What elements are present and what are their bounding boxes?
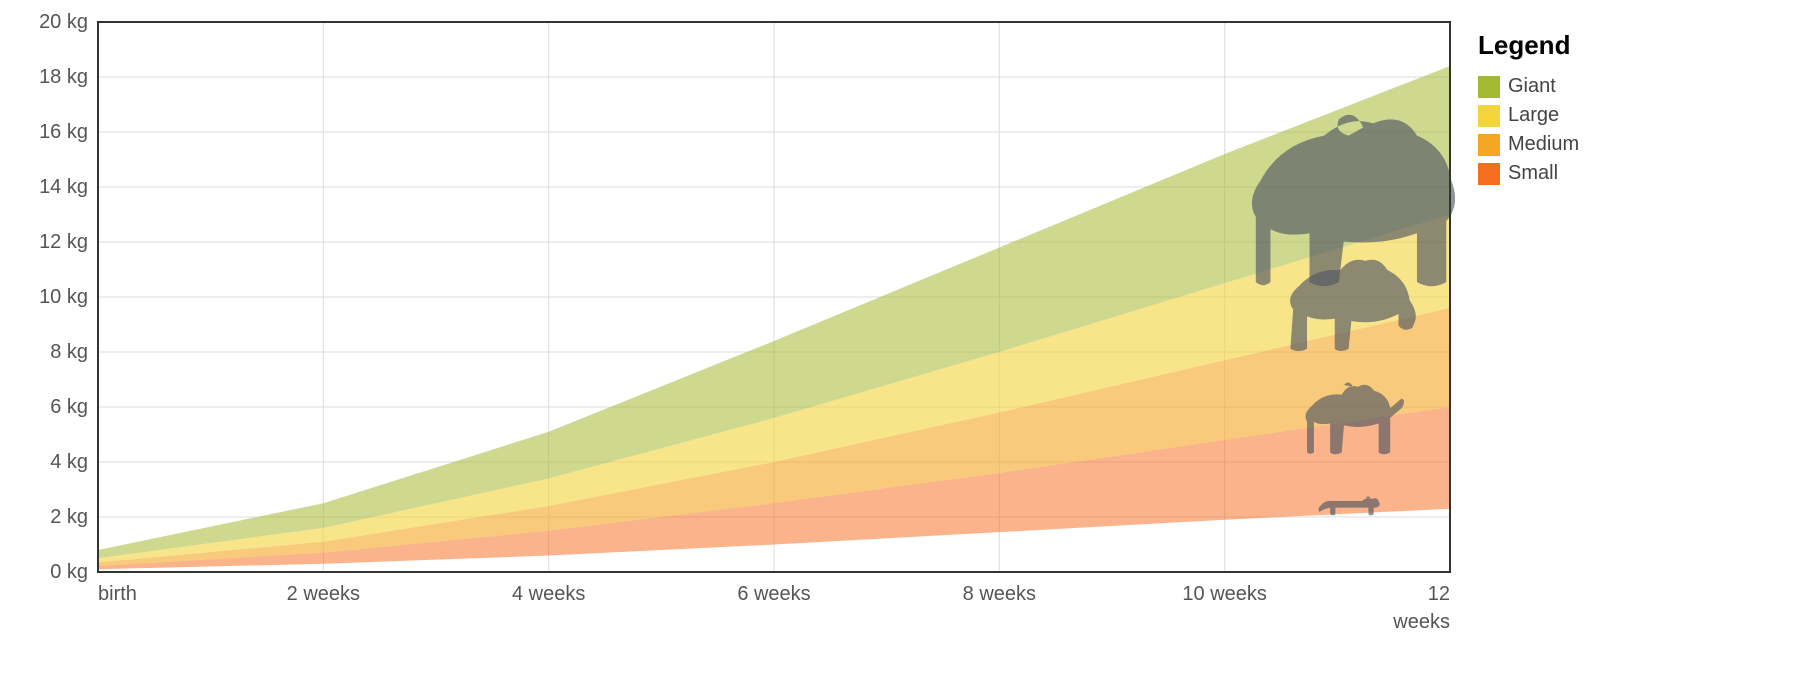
legend-label: Large	[1508, 104, 1559, 127]
y-tick-label: 16 kg	[39, 121, 88, 143]
legend-swatch	[1478, 134, 1500, 156]
x-tick-label: 4 weeks	[512, 583, 585, 605]
legend-item: Medium	[1478, 133, 1579, 156]
y-tick-label: 14 kg	[39, 176, 88, 198]
x-tick-label: 10 weeks	[1182, 583, 1267, 605]
x-axis-trailing-label: weeks	[1392, 611, 1450, 633]
x-tick-label: 12	[1428, 583, 1450, 605]
y-tick-label: 20 kg	[39, 11, 88, 33]
y-tick-label: 2 kg	[50, 506, 88, 528]
y-tick-label: 4 kg	[50, 451, 88, 473]
legend-item: Small	[1478, 162, 1579, 185]
legend-swatch	[1478, 163, 1500, 185]
x-tick-label: 8 weeks	[963, 583, 1036, 605]
legend-swatch	[1478, 76, 1500, 98]
legend-label: Giant	[1508, 75, 1556, 98]
y-tick-label: 8 kg	[50, 341, 88, 363]
legend-label: Medium	[1508, 133, 1579, 156]
x-tick-label: birth	[98, 583, 137, 605]
legend-swatch	[1478, 105, 1500, 127]
legend-items: Giant Large Medium Small	[1478, 75, 1579, 185]
legend: Legend Giant Large Medium Small	[1478, 30, 1579, 191]
y-tick-label: 12 kg	[39, 231, 88, 253]
legend-item: Giant	[1478, 75, 1579, 98]
y-tick-label: 0 kg	[50, 561, 88, 583]
chart-container: 0 kg 2 kg 4 kg 6 kg 8 kg 10 kg 12 kg 14 kg 16 kg…	[0, 0, 1800, 673]
legend-label: Small	[1508, 162, 1558, 185]
y-tick-label: 10 kg	[39, 286, 88, 308]
y-tick-label: 6 kg	[50, 396, 88, 418]
x-tick-label: 2 weeks	[287, 583, 360, 605]
legend-item: Large	[1478, 104, 1579, 127]
x-tick-label: 6 weeks	[737, 583, 810, 605]
y-tick-label: 18 kg	[39, 66, 88, 88]
legend-title: Legend	[1478, 30, 1579, 61]
